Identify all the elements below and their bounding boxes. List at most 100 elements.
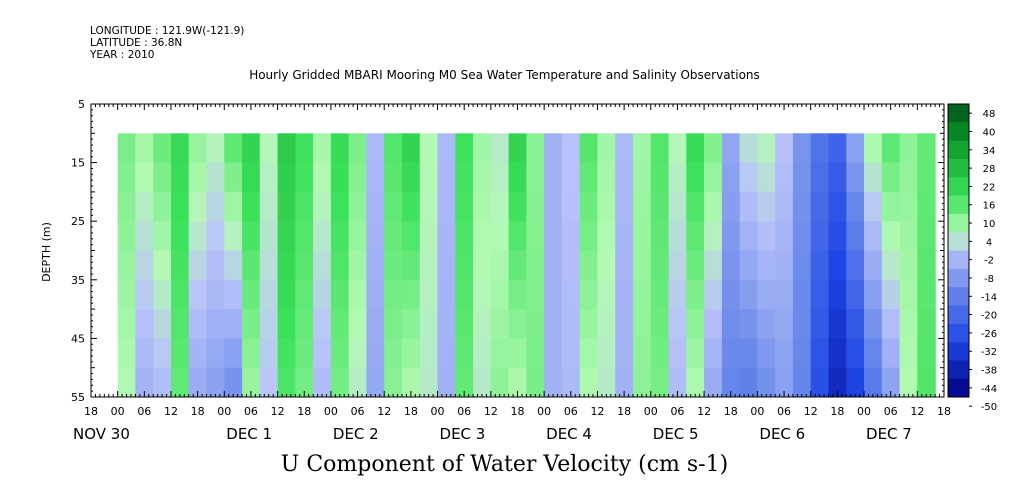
heatmap-cell xyxy=(757,367,776,398)
heatmap-cell xyxy=(473,133,492,164)
heatmap-cell xyxy=(224,338,243,369)
heatmap-cell xyxy=(757,191,776,222)
colorbar-label: -32 xyxy=(981,347,997,358)
heatmap-cell xyxy=(490,221,510,251)
heatmap-cell xyxy=(171,133,190,164)
heatmap-cell xyxy=(899,191,918,222)
chart-axes: 18 00 06 12 18 00 06 12 18 00 06 12 18 00 06 12 18 00 06 12… xyxy=(71,98,951,443)
heatmap-cell xyxy=(792,162,812,193)
heatmap-cell xyxy=(686,133,705,164)
heatmap-cell xyxy=(810,279,829,310)
heatmap-cell xyxy=(810,221,829,251)
heatmap-cell xyxy=(739,133,758,164)
heatmap-cell xyxy=(526,221,545,251)
heatmap-cell xyxy=(206,221,225,251)
heatmap-cell xyxy=(171,191,190,222)
heatmap-cells xyxy=(117,133,936,398)
x-date-label: DEC 6 xyxy=(759,425,805,443)
heatmap-cell xyxy=(846,367,865,398)
heatmap-cell xyxy=(668,279,687,310)
heatmap-cell xyxy=(721,191,741,222)
colorbar-label: 16 xyxy=(983,201,996,212)
colorbar-label: -38 xyxy=(981,366,997,377)
heatmap-cell xyxy=(650,133,670,164)
heatmap-cell xyxy=(153,162,172,193)
heatmap-cell xyxy=(153,250,172,281)
heatmap-cell xyxy=(561,221,581,251)
heatmap-cell xyxy=(224,191,243,222)
heatmap-cell xyxy=(881,221,901,251)
x-tick-label: 12 xyxy=(804,405,818,418)
heatmap-cell xyxy=(242,133,261,164)
heatmap-cell xyxy=(544,250,563,281)
heatmap-cell xyxy=(402,338,421,369)
colorbar-label: -14 xyxy=(981,292,997,303)
heatmap-cell xyxy=(473,338,492,369)
heatmap-cell xyxy=(348,367,367,398)
heatmap-cell xyxy=(615,221,634,251)
heatmap-cell xyxy=(188,367,207,398)
heatmap-cell xyxy=(864,309,883,339)
heatmap-cell xyxy=(437,279,456,310)
heatmap-cell xyxy=(917,221,936,251)
heatmap-cell xyxy=(704,250,723,281)
x-tick-label: 18 xyxy=(724,405,738,418)
heatmap-cell xyxy=(330,338,350,369)
heatmap-cell xyxy=(597,367,616,398)
x-tick-label: 06 xyxy=(884,405,898,418)
y-axis-label: DEPTH (m) xyxy=(40,222,53,282)
heatmap-cell xyxy=(757,309,776,339)
colorbar-swatch xyxy=(948,250,969,270)
x-tick-label: 00 xyxy=(431,405,445,418)
heatmap-cell xyxy=(402,279,421,310)
heatmap-cell xyxy=(419,250,439,281)
heatmap-cell xyxy=(757,133,776,164)
heatmap-cell xyxy=(668,162,687,193)
heatmap-cell xyxy=(455,162,474,193)
heatmap-cell xyxy=(526,250,545,281)
heatmap-cell xyxy=(633,250,652,281)
heatmap-cell xyxy=(242,191,261,222)
colorbar-swatch xyxy=(948,268,969,288)
x-date-label: DEC 1 xyxy=(226,425,272,443)
heatmap-cell xyxy=(402,309,421,339)
heatmap-cell xyxy=(455,191,474,222)
heatmap-cell xyxy=(437,367,456,398)
heatmap-cell xyxy=(384,133,403,164)
heatmap-cell xyxy=(579,250,598,281)
heatmap-cell xyxy=(739,221,758,251)
heatmap-cell xyxy=(135,221,154,251)
heatmap-cell xyxy=(330,367,350,398)
heatmap-cell xyxy=(864,367,883,398)
heatmap-cell xyxy=(544,221,563,251)
heatmap-cell xyxy=(224,221,243,251)
heatmap-cell xyxy=(188,279,207,310)
heatmap-cell xyxy=(721,221,741,251)
colorbar-swatch xyxy=(948,122,969,141)
heatmap-cell xyxy=(402,133,421,164)
x-tick-label: 00 xyxy=(644,405,658,418)
heatmap-cell xyxy=(792,221,812,251)
heatmap-cell xyxy=(757,279,776,310)
heatmap-cell xyxy=(206,162,225,193)
heatmap-cell xyxy=(402,191,421,222)
heatmap-cell xyxy=(615,367,634,398)
heatmap-cell xyxy=(348,250,367,281)
x-tick-label: 06 xyxy=(137,405,151,418)
heatmap-cell xyxy=(313,367,332,398)
heatmap-cell xyxy=(615,162,634,193)
heatmap-cell xyxy=(810,367,829,398)
heatmap-cell xyxy=(544,279,563,310)
heatmap-cell xyxy=(206,279,225,310)
heatmap-cell xyxy=(846,191,865,222)
x-date-label: DEC 2 xyxy=(333,425,379,443)
heatmap-cell xyxy=(242,338,261,369)
heatmap-cell xyxy=(117,338,136,369)
x-tick-label: 12 xyxy=(164,405,178,418)
heatmap-cell xyxy=(828,191,847,222)
heatmap-cell xyxy=(633,162,652,193)
heatmap-cell xyxy=(259,338,279,369)
heatmap-cell xyxy=(846,309,865,339)
heatmap-cell xyxy=(526,367,545,398)
